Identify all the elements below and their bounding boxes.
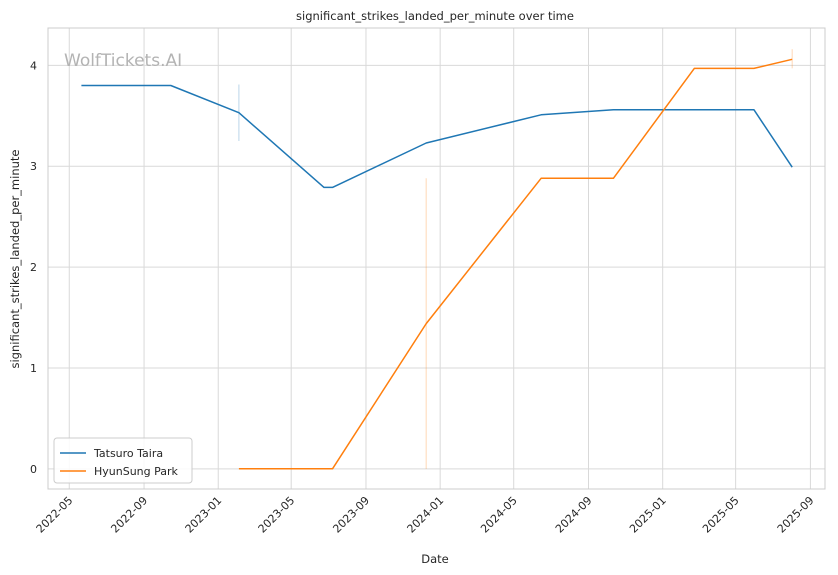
y-axis-ticks: 0 1 2 3 4 bbox=[30, 59, 37, 476]
x-tick-label: 2023-05 bbox=[256, 494, 298, 536]
y-tick-label: 0 bbox=[30, 463, 37, 476]
x-tick-label: 2025-05 bbox=[700, 494, 742, 536]
grid bbox=[48, 28, 825, 489]
legend-label: Tatsuro Taira bbox=[93, 447, 163, 460]
x-axis-ticks: 2022-05 2022-09 2023-01 2023-05 2023-09 2024-… bbox=[34, 494, 817, 536]
x-axis-label: Date bbox=[421, 552, 449, 566]
y-tick-label: 4 bbox=[30, 59, 37, 72]
chart-title: significant_strikes_landed_per_minute ov… bbox=[296, 9, 574, 23]
x-tick-label: 2024-01 bbox=[405, 494, 447, 536]
x-tick-label: 2022-09 bbox=[108, 494, 150, 536]
x-tick-label: 2025-09 bbox=[775, 494, 817, 536]
series-line-0 bbox=[81, 84, 793, 189]
x-tick-label: 2023-09 bbox=[330, 494, 372, 536]
y-axis-label: significant_strikes_landed_per_minute bbox=[8, 150, 22, 369]
x-tick-label: 2022-05 bbox=[34, 494, 76, 536]
x-tick-label: 2024-09 bbox=[553, 494, 595, 536]
x-tick-label: 2023-01 bbox=[183, 494, 225, 536]
x-tick-label: 2024-05 bbox=[478, 494, 520, 536]
y-tick-label: 3 bbox=[30, 160, 37, 173]
series-lines bbox=[81, 58, 793, 470]
legend-box bbox=[53, 437, 193, 484]
x-tick-label: 2025-01 bbox=[627, 494, 669, 536]
y-tick-label: 1 bbox=[30, 362, 37, 375]
error-bars bbox=[238, 49, 793, 469]
legend-label: HyunSung Park bbox=[94, 465, 179, 478]
legend: Tatsuro Taira HyunSung Park bbox=[53, 437, 193, 484]
y-tick-label: 2 bbox=[30, 261, 37, 274]
series-line-1 bbox=[238, 58, 793, 470]
plot-frame bbox=[47, 27, 826, 490]
watermark: WolfTickets.AI bbox=[64, 51, 182, 71]
